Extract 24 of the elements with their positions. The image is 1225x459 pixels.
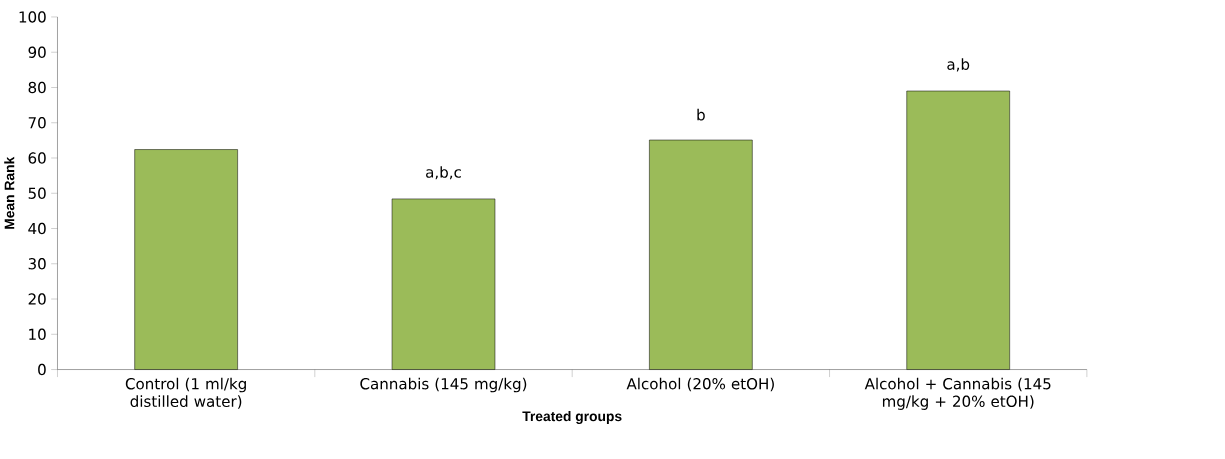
bar [391, 198, 496, 370]
y-tick-label: 40 [28, 222, 46, 235]
y-axis-title: Mean Rank [4, 156, 15, 229]
y-tick-label: 90 [28, 46, 46, 58]
y-tick-label: 60 [28, 152, 46, 164]
x-axis-title: Treated groups [522, 410, 622, 424]
y-tick-label: 10 [29, 328, 46, 340]
y-tick-label: 80 [28, 81, 46, 94]
bar [906, 90, 1010, 370]
y-tick-label: 50 [28, 187, 46, 199]
bar [649, 139, 753, 370]
x-tick-label: Alcohol + Cannabis (145 mg/kg + 20% etOH) [864, 377, 1051, 410]
y-tick-label: 100 [19, 11, 46, 23]
y-tick-label: 30 [28, 258, 46, 270]
bar [134, 149, 238, 370]
x-tick-label: Control (1 ml/kg distilled water) [125, 377, 246, 409]
y-tick-label: 0 [38, 363, 46, 376]
annotation: b [697, 108, 705, 121]
annotation: a,b [947, 58, 970, 72]
y-tick-label: 20 [28, 293, 46, 305]
annotation: a,b,c [426, 166, 461, 180]
x-tick-label: Cannabis (145 mg/kg) [360, 377, 527, 393]
x-tick-label: Alcohol (20% etOH) [626, 377, 774, 392]
y-tick-label: 70 [28, 116, 46, 129]
